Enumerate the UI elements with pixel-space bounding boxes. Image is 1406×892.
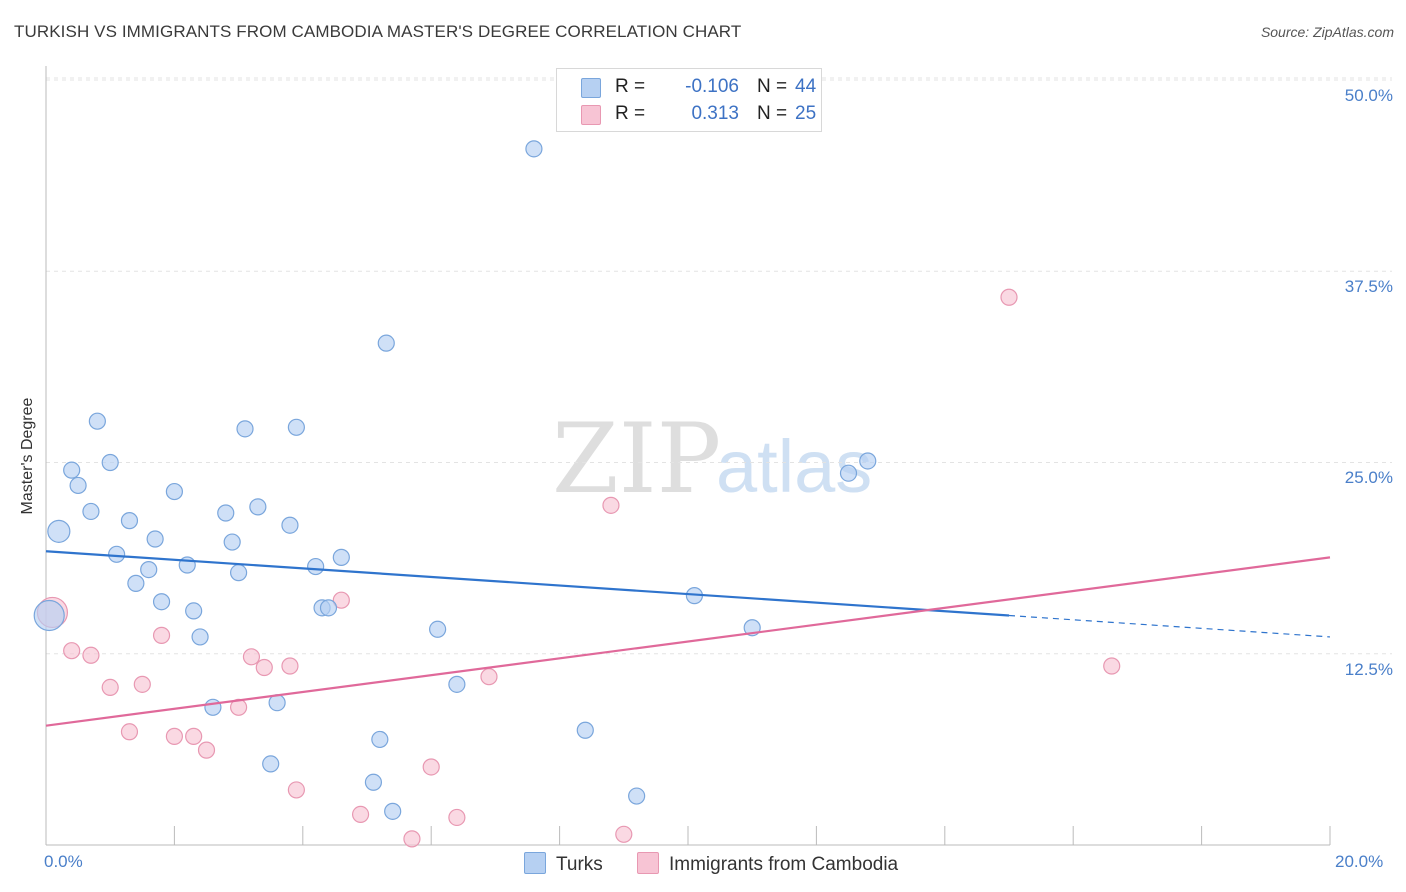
turks-point: [88, 412, 106, 430]
turks-point: [33, 599, 65, 632]
turks-point: [217, 504, 235, 522]
turks-point: [108, 545, 126, 563]
turks-point: [185, 602, 203, 620]
correlation-legend: R = -0.106 N = 44 R = 0.313 N = 25: [556, 68, 822, 132]
n-value: 25: [795, 103, 817, 124]
cambodia-point: [197, 741, 216, 759]
cambodia-point: [448, 808, 466, 827]
cambodia-point: [63, 642, 81, 660]
turks-legend-swatch: [524, 852, 546, 874]
cambodia-point: [120, 723, 139, 741]
turks-point: [319, 599, 338, 617]
turks-point: [281, 516, 299, 534]
cambodia-point: [82, 646, 100, 664]
cambodia-legend-label: Immigrants from Cambodia: [669, 854, 899, 875]
r-value: -0.106: [685, 76, 739, 97]
cambodia-point: [1103, 657, 1121, 675]
turks-point: [140, 560, 158, 579]
turks-point: [859, 452, 877, 470]
r-label: R =: [615, 103, 646, 124]
turks-point: [191, 628, 209, 646]
cambodia-swatch: [581, 105, 601, 125]
turks-point: [576, 721, 594, 739]
turks-point: [47, 519, 71, 543]
turks-point: [146, 530, 164, 548]
source-label: Source: ZipAtlas.com: [1260, 24, 1394, 40]
cambodia-point: [230, 698, 248, 716]
cambodia-point: [602, 496, 620, 514]
watermark-zip: ZIP: [552, 403, 721, 515]
n-value: 44: [795, 76, 817, 97]
cambodia-point: [185, 727, 203, 745]
turks-point: [165, 482, 183, 501]
turks-point: [236, 420, 254, 438]
y-tick-12-5: 12.5%: [1344, 660, 1393, 679]
turks-swatch: [581, 78, 601, 98]
cambodia-point: [242, 648, 261, 666]
turks-trend-extension: [1008, 614, 1331, 638]
turks-point: [307, 557, 325, 576]
turks-point: [332, 548, 350, 566]
turks-point: [525, 140, 543, 158]
r-label: R =: [615, 76, 646, 97]
chart-title: TURKISH VS IMMIGRANTS FROM CAMBODIA MAST…: [14, 22, 742, 41]
turks-legend-label: Turks: [556, 854, 603, 875]
turks-point: [82, 502, 100, 521]
turks-point: [384, 802, 402, 820]
cambodia-trend-line: [45, 556, 1331, 727]
x-tick-max: 20.0%: [1335, 852, 1384, 871]
turks-point: [287, 418, 305, 436]
bottom-legend-cambodia: Immigrants from Cambodia: [637, 852, 898, 876]
turks-point: [429, 620, 447, 638]
turks-point: [364, 773, 383, 791]
cambodia-point: [332, 591, 350, 609]
bottom-legend-turks: Turks: [524, 852, 603, 876]
turks-point: [204, 698, 222, 716]
x-tick-min: 0.0%: [44, 852, 83, 871]
cambodia-point: [165, 727, 183, 745]
turks-point: [120, 512, 139, 530]
y-tick-25: 25.0%: [1344, 468, 1393, 487]
turks-point: [262, 755, 280, 773]
turks-point: [839, 464, 858, 482]
turks-point: [628, 787, 646, 805]
turks-point: [230, 564, 248, 582]
turks-trend-line: [45, 550, 1010, 617]
y-tick-37-5: 37.5%: [1344, 277, 1393, 296]
turks-point: [127, 574, 145, 592]
turks-point: [377, 334, 395, 352]
turks-point: [448, 675, 466, 693]
n-label: N =: [757, 76, 788, 97]
turks-point: [63, 461, 81, 479]
cambodia-point: [422, 758, 440, 776]
cambodia-point: [615, 825, 633, 843]
r-value: 0.313: [691, 103, 739, 124]
turks-point: [371, 730, 389, 749]
n-label: N =: [757, 103, 788, 124]
cambodia-point: [480, 668, 498, 686]
turks-point: [249, 498, 267, 516]
cambodia-point: [133, 675, 151, 693]
turks-point: [69, 476, 87, 495]
cambodia-point: [152, 626, 171, 644]
turks-point: [101, 453, 119, 472]
cambodia-point: [287, 781, 305, 799]
cambodia-point: [281, 657, 299, 675]
turks-point: [223, 533, 241, 551]
y-tick-50: 50.0%: [1344, 86, 1393, 105]
cambodia-point: [403, 830, 421, 848]
cambodia-point: [255, 658, 273, 677]
cambodia-point: [1000, 288, 1018, 306]
turks-point: [152, 593, 171, 611]
cambodia-point: [351, 805, 370, 824]
cambodia-legend-swatch: [637, 852, 659, 874]
cambodia-point: [101, 678, 119, 697]
